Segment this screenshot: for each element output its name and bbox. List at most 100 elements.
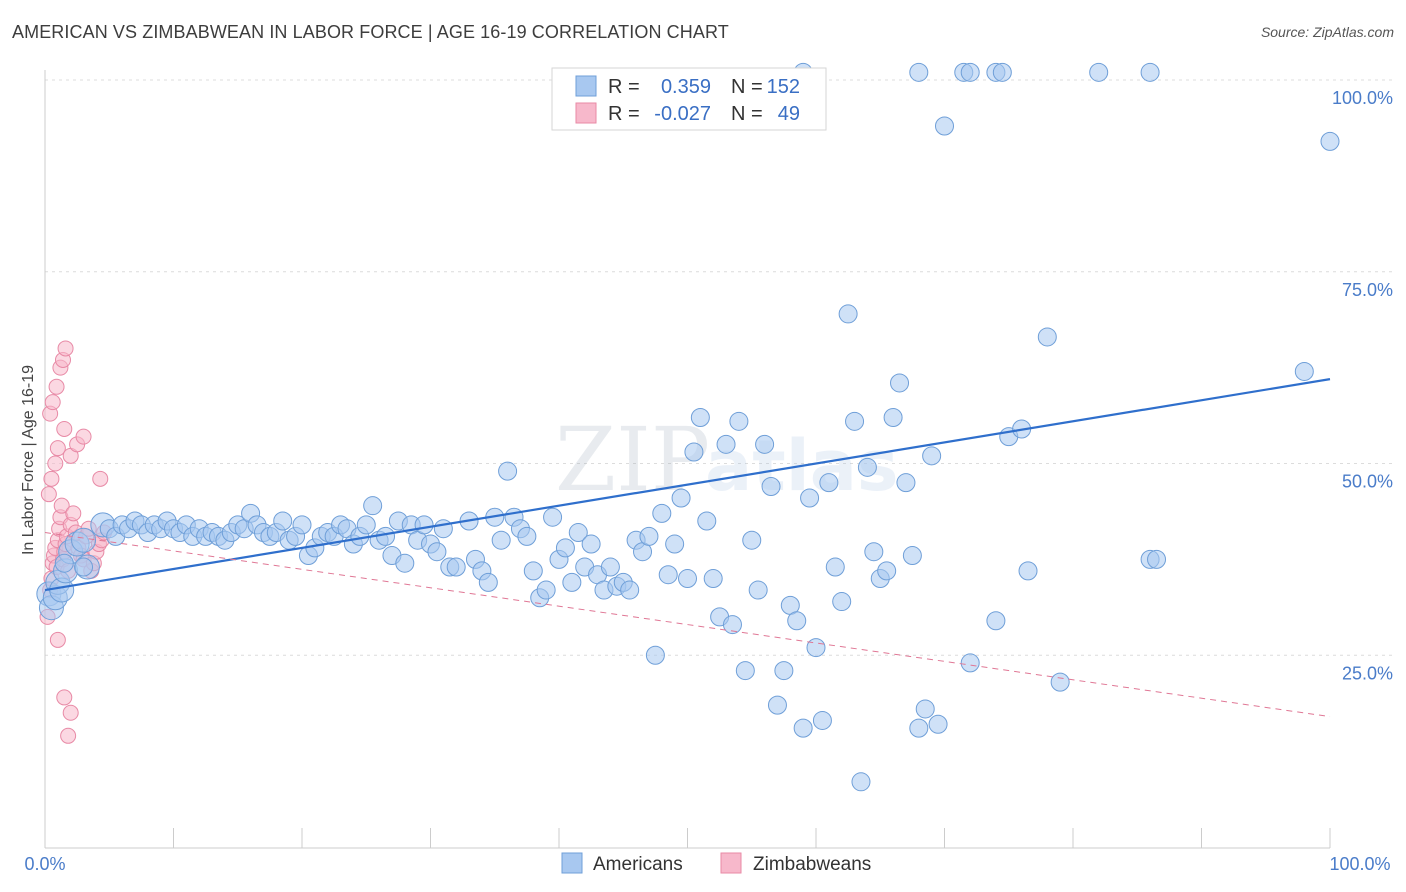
zimbabweans-point (56, 420, 73, 437)
legend-n-label-2: N = (731, 103, 763, 125)
americans-point (363, 496, 383, 516)
legend-r-value-2: -0.027 (654, 103, 711, 125)
bottom-legend-swatch-americans (561, 852, 583, 874)
zimbabweans-point (48, 378, 65, 395)
americans-point (71, 527, 97, 553)
legend-n-label-1: N = (731, 76, 763, 98)
x-tick-label-max: 100.0% (1329, 854, 1390, 874)
zimbabweans-point (56, 689, 73, 706)
americans-point (922, 446, 942, 466)
zimbabweans-point (53, 497, 70, 514)
zimbabweans-point (75, 428, 92, 445)
americans-point (851, 772, 871, 792)
americans-point (960, 62, 980, 82)
americans-point (1147, 549, 1167, 569)
legend-r-label-1: R = (608, 76, 640, 98)
americans-point (356, 515, 376, 535)
bottom-legend-zimbabweans: Zimbabweans (753, 854, 871, 875)
zimbabweans-point (57, 340, 74, 357)
americans-point (671, 488, 691, 508)
y-tick-label: 75.0% (1342, 280, 1393, 300)
legend-r-value-1: 0.359 (661, 76, 711, 98)
americans-point (716, 434, 736, 454)
source-credit: Source: ZipAtlas.com (1260, 24, 1394, 40)
americans-point (555, 538, 575, 558)
americans-point (864, 542, 884, 562)
americans-point (678, 569, 697, 589)
zimbabweans-point (44, 394, 61, 411)
y-tick-label: 25.0% (1342, 663, 1393, 683)
americans-point (755, 434, 775, 454)
americans-point (774, 661, 794, 681)
americans-point (433, 519, 453, 539)
y-tick-label: 100.0% (1332, 88, 1393, 108)
americans-point (992, 62, 1012, 82)
americans-point (478, 572, 498, 592)
americans-point (684, 442, 704, 462)
zimbabweans-point (43, 470, 60, 487)
americans-point (735, 661, 755, 681)
zimbabweans-point (47, 455, 64, 472)
correlation-legend: R = 0.359 N = 152 R = -0.027 N = 49 (551, 67, 827, 131)
americans-point (1089, 62, 1109, 82)
americans-point (825, 557, 845, 577)
zimbabweans-point (92, 470, 109, 487)
americans-point (703, 569, 723, 589)
americans-point (446, 557, 466, 577)
americans-point (491, 530, 511, 550)
americans-point (877, 561, 897, 581)
americans-point (292, 515, 312, 535)
americans-point (562, 572, 582, 592)
americans-point (665, 534, 685, 554)
americans-point (832, 592, 852, 612)
americans-point (909, 718, 929, 738)
americans-point (935, 116, 954, 136)
trend-lines (44, 378, 1331, 718)
americans-point (600, 557, 620, 577)
y-axis-label: In Labor Force | Age 16-19 (20, 365, 37, 555)
americans-point (543, 507, 563, 527)
americans-points (36, 62, 1340, 792)
americans-point (1140, 62, 1160, 82)
americans-point (395, 553, 415, 573)
americans-point (376, 526, 396, 546)
americans-point (890, 373, 910, 393)
americans-point (812, 710, 832, 730)
americans-trend-line (44, 378, 1331, 592)
zimbabweans-point (40, 486, 57, 503)
americans-point (787, 611, 807, 631)
americans-point (658, 565, 678, 585)
americans-point (639, 526, 659, 546)
americans-point (857, 457, 877, 477)
americans-point (581, 534, 601, 554)
gridlines (45, 79, 1392, 656)
americans-point (273, 511, 293, 531)
zimbabweans-point (49, 440, 66, 457)
americans-point (986, 611, 1006, 631)
americans-point (1320, 131, 1340, 151)
americans-point (793, 718, 813, 738)
americans-point (568, 523, 588, 543)
americans-point (748, 580, 768, 600)
americans-point (915, 699, 935, 719)
x-tick-label-min: 0.0% (24, 854, 65, 874)
x-ticks (44, 828, 1331, 848)
americans-point (896, 473, 916, 493)
americans-point (620, 580, 640, 600)
legend-n-value-2: 49 (778, 103, 800, 125)
americans-point (800, 488, 820, 508)
americans-point (1294, 361, 1314, 381)
americans-point (414, 515, 434, 535)
chart-title: AMERICAN VS ZIMBABWEAN IN LABOR FORCE | … (12, 22, 729, 42)
zimbabweans-point (65, 505, 82, 522)
americans-point (1037, 327, 1057, 347)
legend-n-value-1: 152 (767, 76, 800, 98)
americans-point (838, 304, 858, 324)
americans-point (806, 638, 826, 658)
legend-swatch-zimbabweans (575, 102, 597, 124)
americans-point (767, 695, 787, 715)
americans-point (883, 407, 903, 427)
zimbabweans-point (60, 727, 77, 744)
americans-point (498, 461, 518, 481)
